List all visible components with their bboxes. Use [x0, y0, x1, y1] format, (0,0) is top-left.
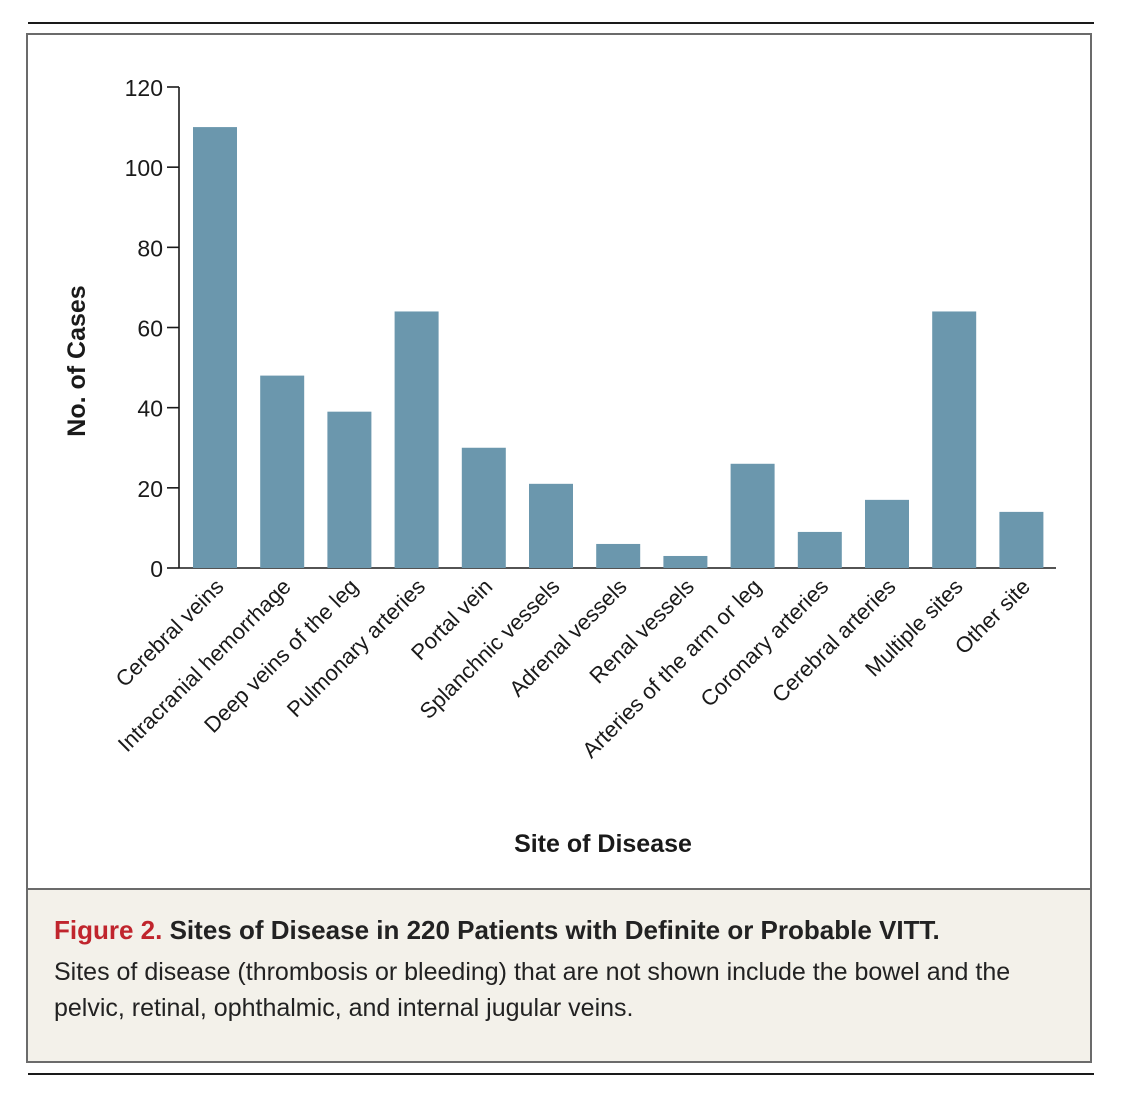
bar [394, 311, 439, 568]
bar [730, 463, 775, 568]
bar [529, 483, 573, 568]
y-tick-label: 0 [150, 556, 163, 582]
y-tick-label: 120 [125, 75, 163, 101]
y-tick-label: 100 [125, 155, 163, 181]
bar [797, 531, 842, 568]
y-tick-label: 80 [137, 235, 163, 261]
figure-caption: Figure 2. Sites of Disease in 220 Patien… [28, 888, 1090, 1061]
bar [865, 499, 909, 568]
bar [663, 555, 708, 568]
bottom-rule [28, 1073, 1094, 1075]
y-axis-label: No. of Cases [63, 285, 91, 436]
bar [932, 311, 977, 568]
figure-label: Figure 2. [54, 915, 163, 945]
top-rule [28, 22, 1094, 24]
bar [260, 375, 305, 568]
bar [327, 411, 372, 568]
y-tick-label: 40 [137, 396, 163, 422]
y-tick-label: 60 [137, 316, 163, 342]
figure-frame: 0 20 40 60 80 100 120 Cerebral veins Intracrani… [26, 33, 1092, 1063]
bar [596, 543, 641, 568]
bar [999, 511, 1044, 568]
caption-heading: Figure 2. Sites of Disease in 220 Patien… [54, 912, 1064, 948]
y-tick-label: 20 [137, 476, 163, 502]
figure-description: Sites of disease (thrombosis or bleeding… [54, 958, 1011, 1022]
x-tick-label: Cerebral arteries [767, 574, 901, 708]
figure-title: Sites of Disease in 220 Patients with De… [169, 915, 940, 945]
bar [193, 127, 237, 568]
x-axis-label: Site of Disease [514, 830, 692, 858]
x-tick-label: Adrenal vessels [504, 574, 632, 702]
bar [461, 447, 506, 568]
